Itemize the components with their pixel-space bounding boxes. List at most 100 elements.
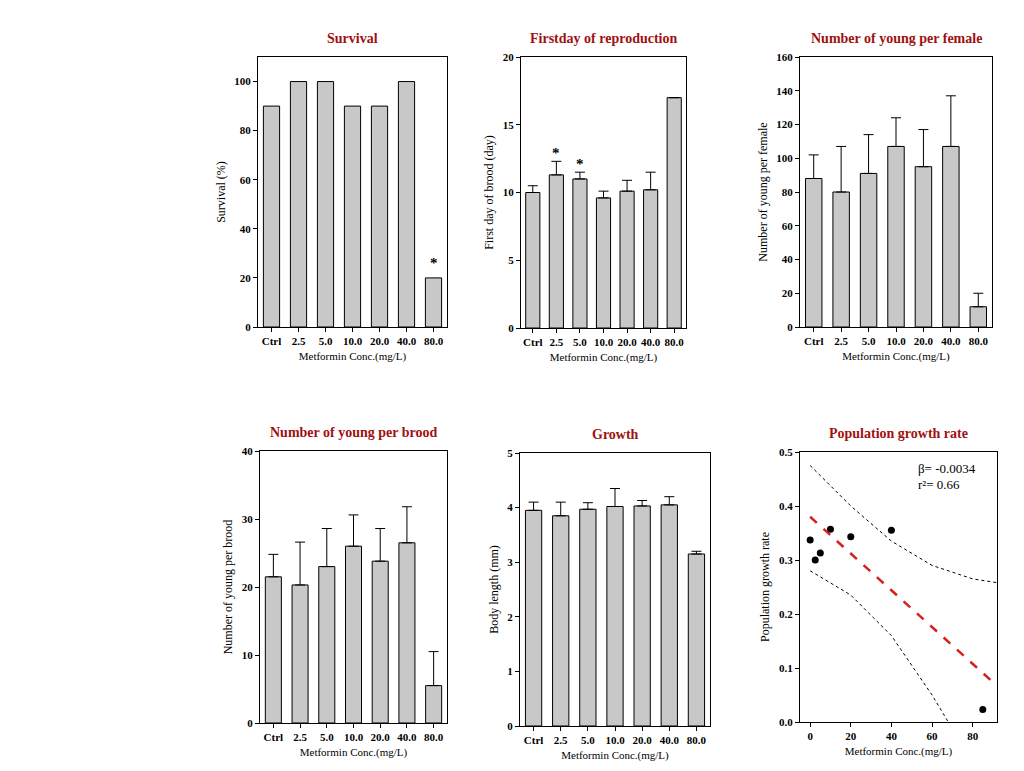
svg-text:10: 10 [242, 649, 254, 661]
svg-text:20: 20 [242, 581, 254, 593]
svg-text:40: 40 [242, 445, 254, 457]
svg-text:Metformin Conc.(mg/L): Metformin Conc.(mg/L) [299, 350, 407, 363]
svg-text:80: 80 [240, 124, 252, 136]
svg-text:0: 0 [245, 321, 251, 333]
svg-text:Ctrl: Ctrl [524, 734, 544, 746]
svg-text:Ctrl: Ctrl [264, 731, 284, 743]
svg-text:0.2: 0.2 [779, 608, 793, 620]
svg-text:80.0: 80.0 [665, 336, 685, 348]
svg-text:5.0: 5.0 [319, 335, 333, 347]
svg-text:40.0: 40.0 [397, 731, 417, 743]
svg-text:2.5: 2.5 [292, 335, 306, 347]
svg-text:60: 60 [927, 730, 939, 742]
svg-text:30: 30 [242, 513, 254, 525]
svg-text:120: 120 [776, 118, 793, 130]
svg-text:10.0: 10.0 [343, 335, 363, 347]
svg-text:10.0: 10.0 [605, 734, 625, 746]
svg-text:*: * [430, 255, 438, 271]
svg-text:0.4: 0.4 [779, 500, 793, 512]
svg-text:4: 4 [507, 501, 513, 513]
svg-text:60: 60 [240, 174, 252, 186]
svg-text:5: 5 [508, 254, 514, 266]
svg-text:Population growth rate: Population growth rate [829, 426, 968, 441]
svg-text:2.5: 2.5 [293, 731, 307, 743]
svg-text:Growth: Growth [592, 427, 639, 442]
svg-text:2: 2 [507, 611, 513, 623]
svg-text:Ctrl: Ctrl [804, 335, 824, 347]
svg-text:Survival: Survival [327, 31, 378, 46]
svg-text:0.0: 0.0 [779, 716, 793, 728]
svg-text:First day of brood (day): First day of brood (day) [482, 135, 496, 250]
svg-text:5.0: 5.0 [573, 336, 587, 348]
svg-text:40.0: 40.0 [941, 335, 961, 347]
svg-text:r²= 0.66: r²= 0.66 [918, 477, 960, 492]
svg-text:140: 140 [776, 85, 793, 97]
svg-text:100: 100 [776, 152, 793, 164]
svg-text:Number of young per brood: Number of young per brood [221, 520, 235, 655]
svg-text:60: 60 [782, 220, 794, 232]
svg-text:Population growth rate: Population growth rate [758, 532, 772, 642]
svg-text:20.0: 20.0 [914, 335, 934, 347]
svg-text:0: 0 [247, 717, 253, 729]
svg-text:5.0: 5.0 [320, 731, 334, 743]
svg-text:20: 20 [503, 51, 515, 63]
svg-text:2.5: 2.5 [834, 335, 848, 347]
svg-text:10.0: 10.0 [886, 335, 906, 347]
svg-text:10: 10 [503, 186, 515, 198]
svg-text:40: 40 [240, 223, 252, 235]
svg-text:Metformin Conc.(mg/L): Metformin Conc.(mg/L) [550, 351, 658, 364]
svg-text:5.0: 5.0 [581, 734, 595, 746]
svg-text:20: 20 [845, 730, 857, 742]
svg-text:20.0: 20.0 [371, 731, 391, 743]
svg-text:80: 80 [782, 186, 794, 198]
svg-text:Survival (%): Survival (%) [214, 161, 228, 223]
svg-text:Metformin Conc.(mg/L): Metformin Conc.(mg/L) [845, 745, 953, 758]
svg-text:40.0: 40.0 [641, 336, 661, 348]
svg-text:80.0: 80.0 [424, 335, 444, 347]
svg-text:40.0: 40.0 [397, 335, 417, 347]
svg-text:5.0: 5.0 [862, 335, 876, 347]
svg-text:2.5: 2.5 [549, 336, 563, 348]
svg-text:15: 15 [503, 119, 515, 131]
svg-text:β= -0.0034: β= -0.0034 [918, 461, 976, 476]
svg-text:20: 20 [782, 287, 794, 299]
svg-text:0.1: 0.1 [779, 662, 793, 674]
svg-text:3: 3 [507, 556, 513, 568]
svg-text:Number of young per female: Number of young per female [756, 122, 770, 261]
svg-text:0.5: 0.5 [779, 446, 793, 458]
svg-text:40.0: 40.0 [660, 734, 680, 746]
svg-text:Metformin Conc.(mg/L): Metformin Conc.(mg/L) [561, 749, 669, 762]
svg-text:Body length (mm): Body length (mm) [487, 545, 501, 634]
svg-text:*: * [552, 145, 560, 161]
svg-text:20: 20 [240, 272, 252, 284]
svg-text:Metformin Conc.(mg/L): Metformin Conc.(mg/L) [300, 746, 408, 759]
svg-text:80.0: 80.0 [424, 731, 444, 743]
svg-text:5: 5 [507, 447, 513, 459]
svg-text:0: 0 [508, 322, 514, 334]
svg-text:Number of young per female: Number of young per female [811, 31, 982, 46]
svg-text:1: 1 [507, 665, 513, 677]
svg-text:80.0: 80.0 [687, 734, 707, 746]
svg-text:20.0: 20.0 [370, 335, 390, 347]
svg-text:0: 0 [807, 730, 813, 742]
svg-text:10.0: 10.0 [594, 336, 614, 348]
svg-text:Firstday of reproduction: Firstday of reproduction [530, 31, 677, 46]
svg-text:Metformin Conc.(mg/L): Metformin Conc.(mg/L) [842, 350, 950, 363]
svg-text:20.0: 20.0 [617, 336, 637, 348]
svg-text:*: * [576, 156, 584, 172]
svg-text:40: 40 [886, 730, 898, 742]
svg-text:80.0: 80.0 [969, 335, 989, 347]
svg-text:100: 100 [234, 75, 251, 87]
svg-text:80: 80 [967, 730, 979, 742]
svg-text:20.0: 20.0 [633, 734, 653, 746]
svg-text:Ctrl: Ctrl [523, 336, 543, 348]
svg-text:0.3: 0.3 [779, 554, 793, 566]
svg-text:0: 0 [787, 321, 793, 333]
svg-text:10.0: 10.0 [344, 731, 364, 743]
svg-text:160: 160 [776, 51, 793, 63]
svg-text:Ctrl: Ctrl [262, 335, 282, 347]
svg-text:Number of young per brood: Number of young per brood [270, 425, 437, 440]
svg-text:2.5: 2.5 [554, 734, 568, 746]
svg-text:40: 40 [782, 253, 794, 265]
svg-text:0: 0 [507, 720, 513, 732]
